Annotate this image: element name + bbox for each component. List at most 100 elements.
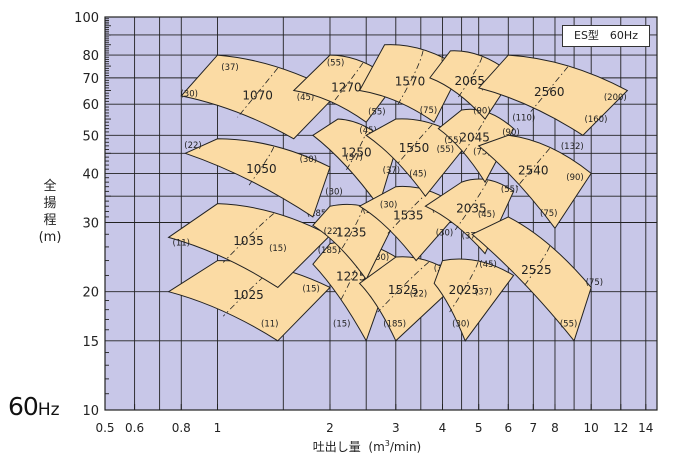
legend-box: ES型 60Hz [562, 25, 650, 47]
zone-label: 1550 [399, 141, 430, 155]
zone-note: (30) [372, 253, 389, 263]
y-axis-label-char: 程 [43, 213, 57, 228]
zone-impeller-curve [377, 261, 429, 313]
zone-impeller-curve [396, 50, 424, 107]
zone-impeller-curve [454, 180, 488, 231]
zone-note: (30) [436, 228, 453, 238]
zone-note: (55) [501, 185, 518, 195]
zone-note: (132) [561, 142, 584, 152]
zone-2560 [477, 54, 629, 136]
zone-note: (185) [307, 209, 330, 219]
x-tick-label: 14 [638, 421, 653, 435]
zone-note: (55) [327, 59, 344, 69]
x-tick-label: 12 [613, 421, 628, 435]
zone-note: (185) [383, 319, 406, 329]
zone-label: 1025 [233, 288, 264, 302]
zone-1050 [183, 138, 331, 218]
zone-impeller-curve [449, 261, 479, 313]
x-tick-label: 2 [326, 421, 334, 435]
frequency-label: 60Hz [8, 392, 60, 421]
zone-note: (200) [604, 93, 627, 103]
zone-note: (37) [475, 288, 492, 298]
zone-note: (37) [383, 166, 400, 176]
y-tick-label: 60 [82, 98, 99, 113]
zone-note: (15) [269, 244, 286, 254]
zone-note: (22) [410, 289, 427, 299]
zone-note: (185) [318, 246, 341, 256]
zone-label: 2525 [521, 263, 552, 277]
axis-ticks: 0.5 0.6 0.8 1 2 3 4 5 6 7 8 10 12 1410152030405060708… [74, 11, 653, 435]
zone-impeller-curve [329, 62, 364, 107]
zone-note: (75) [586, 278, 603, 288]
x-tick-label: 7 [529, 421, 537, 435]
y-tick-label: 10 [82, 404, 99, 419]
zone-1035 [167, 203, 331, 289]
zone-note: (55) [368, 107, 385, 117]
zone-note: (22) [324, 227, 341, 237]
zone-2525 [471, 216, 592, 342]
zone-note: (30) [452, 319, 469, 329]
zone-label: 2065 [454, 74, 485, 88]
x-axis-label-unit-sup: 3 [384, 439, 390, 448]
zone-note: (30) [325, 187, 342, 197]
frequency-number: 60 [8, 392, 39, 421]
zone-impeller-curve [248, 146, 275, 186]
x-tick-label: 4 [439, 421, 447, 435]
x-axis-label-unit-close: /min) [389, 440, 422, 454]
y-tick-label: 80 [82, 49, 99, 64]
zone-impeller-curve [395, 124, 433, 167]
zone-1550 [365, 118, 470, 198]
zone-2025 [433, 258, 515, 342]
x-tick-label: 1 [214, 421, 222, 435]
x-axis-label-text: 吐出し量 [312, 440, 361, 454]
zone-note: (90) [566, 173, 583, 183]
zone-note: (160) [585, 115, 608, 125]
zone-note: (15) [302, 284, 319, 294]
zone-note: (90) [473, 107, 490, 117]
y-tick-label: 20 [82, 286, 99, 301]
zone-impeller-curve [522, 246, 551, 288]
zone-label: 2540 [518, 164, 549, 178]
zone-label: 1270 [331, 81, 362, 95]
x-tick-label: 6 [504, 421, 512, 435]
zone-label: 2035 [456, 201, 487, 215]
zone-note: (45) [479, 260, 496, 270]
zone-note: (37) [221, 63, 238, 73]
y-tick-label: 50 [82, 129, 99, 144]
x-tick-label: 0.6 [125, 421, 144, 435]
x-axis-label: 吐出し量 (m3/min) [0, 438, 676, 455]
zone-label: 2560 [534, 85, 565, 99]
zone-impeller-curve [222, 213, 274, 263]
zone-label: 2045 [459, 130, 490, 144]
zone-label: 1035 [233, 234, 264, 248]
x-tick-label: 0.8 [172, 421, 191, 435]
y-tick-label: 40 [82, 167, 99, 182]
y-tick-label: 100 [74, 11, 99, 26]
zone-note: (110) [512, 113, 535, 123]
zone-label: 1535 [393, 209, 424, 223]
zone-impeller-curve [237, 67, 279, 118]
y-tick-label: 70 [82, 72, 99, 87]
zone-label: 1225 [336, 269, 367, 283]
zone-note: (45) [409, 169, 426, 179]
frequency-unit: Hz [37, 400, 60, 420]
x-axis-label-unit-open: (m [368, 440, 385, 454]
zone-note: (55) [437, 145, 454, 155]
zone-impeller-curve [516, 148, 551, 188]
zone-label: 1050 [246, 162, 277, 176]
zone-label: 1570 [395, 74, 426, 88]
zone-note: (22) [184, 141, 201, 151]
x-tick-label: 0.5 [95, 421, 114, 435]
zone-note: (30) [180, 90, 197, 100]
zone-note: (45) [478, 210, 495, 220]
zone-note: (30) [300, 155, 317, 165]
x-tick-label: 3 [392, 421, 400, 435]
zone-note: (15) [333, 319, 350, 329]
y-axis-label-unit: (m) [38, 230, 62, 245]
zone-note: (45) [297, 93, 314, 103]
zone-label: 1525 [388, 283, 419, 297]
y-axis-label: 全 揚 程 (m) [38, 178, 62, 246]
zone-note: (37) [462, 231, 479, 241]
zone-note: (30) [380, 201, 397, 211]
